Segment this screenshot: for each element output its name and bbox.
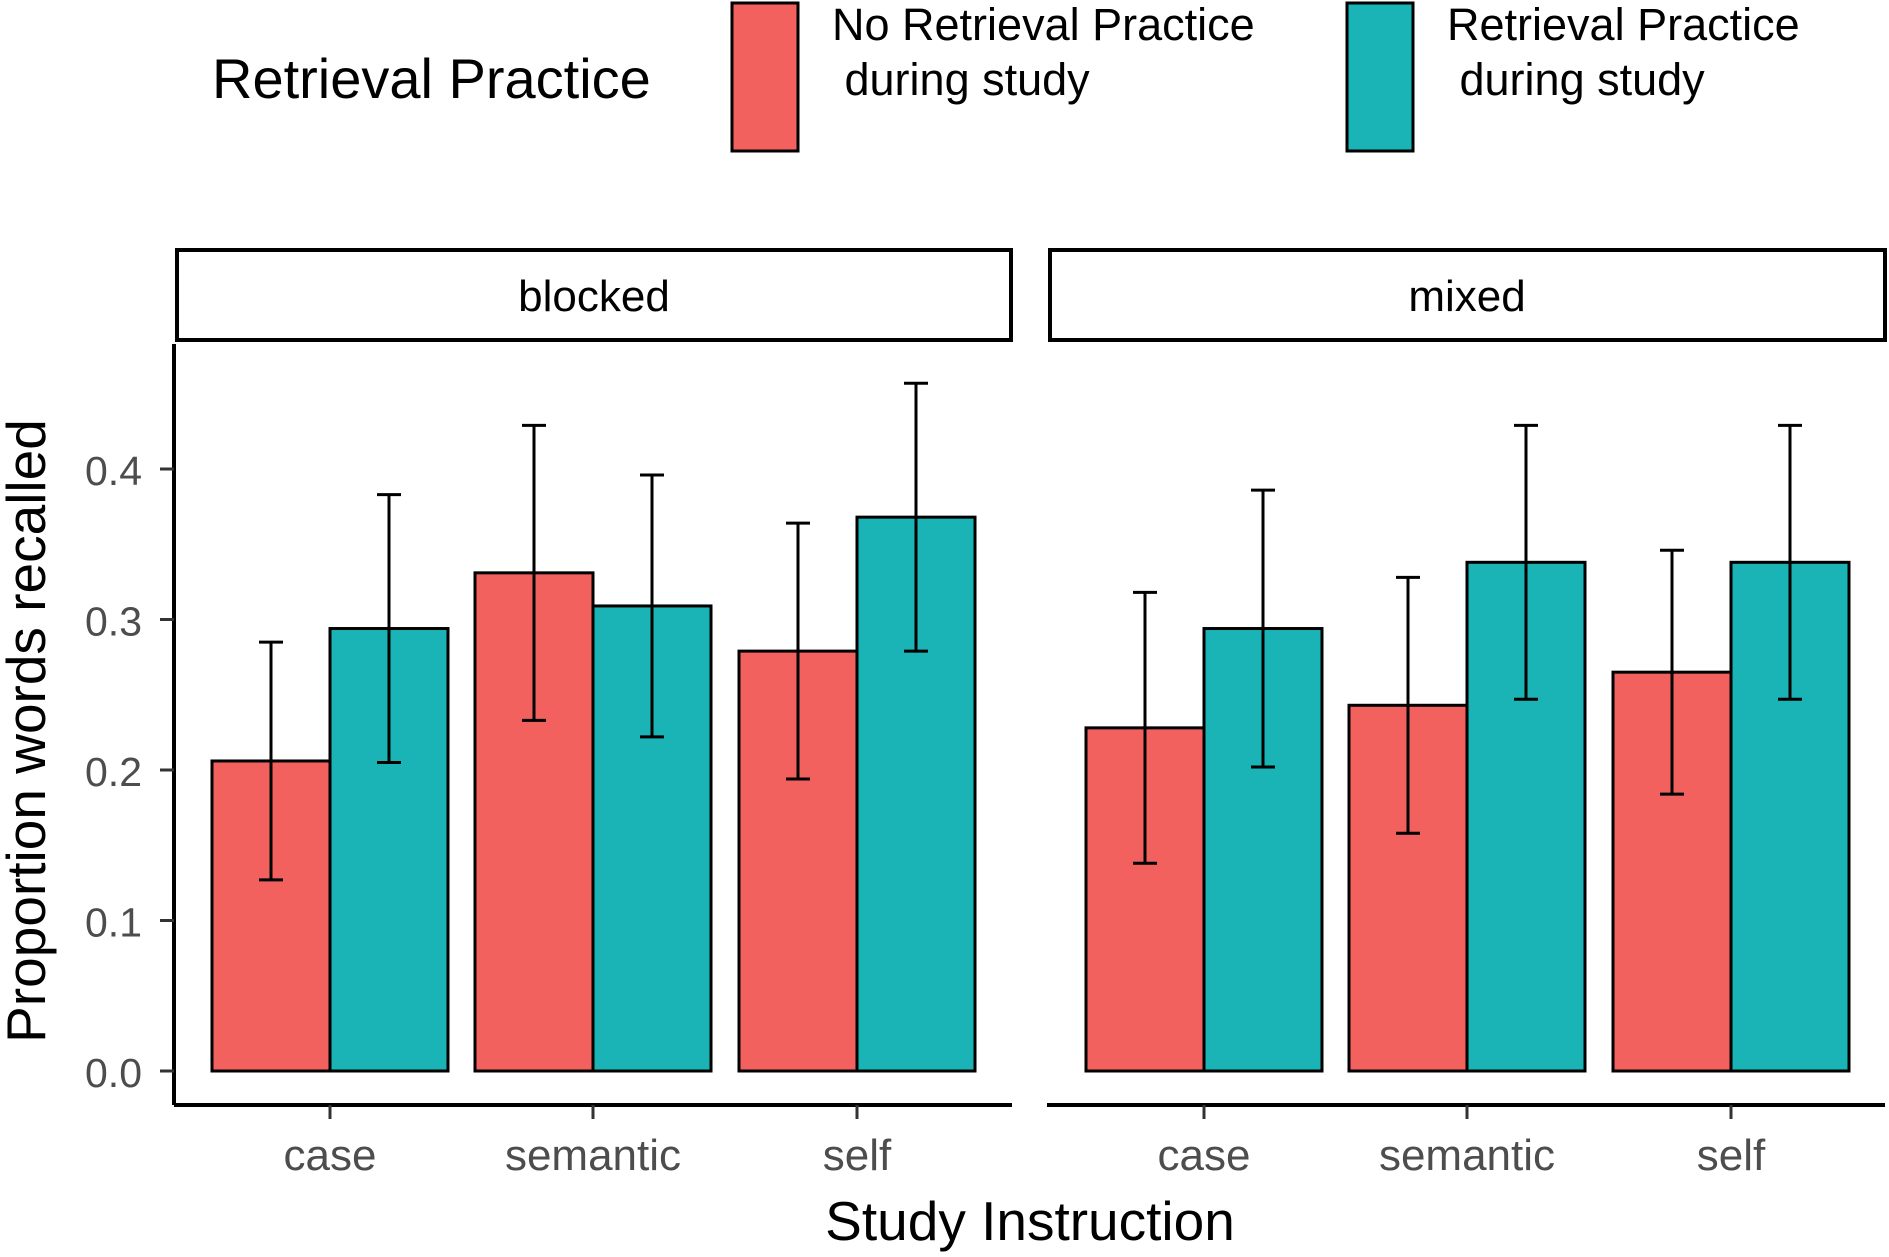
y-ticks: 0.0 0.1 0.2 0.3 0.4 [85,448,174,1096]
error-bar [259,640,283,882]
legend-title: Retrieval Practice [212,47,651,110]
legend-swatch-no-retrieval [730,1,800,153]
y-axis: 0.0 0.1 0.2 0.3 0.4 Proportion words recalle… [0,344,176,1105]
y-tick-label: 0.1 [85,900,142,946]
error-bar [640,473,664,739]
error-bar [786,521,810,781]
facet-strip-blocked: blocked [175,248,1013,342]
facet-strip-mixed: mixed [1048,248,1887,342]
error-bars [259,381,1802,882]
bars [210,515,1851,1073]
legend: Retrieval Practice No Retrieval Practice… [212,0,1800,153]
legend-label-retrieval-line2: during study [1447,54,1705,105]
x-tick-label: case [1158,1131,1251,1180]
x-ticks: case semantic self case semantic self [284,1105,1766,1180]
legend-label-no-retrieval-line1: No Retrieval Practice [832,0,1255,50]
y-tick-label: 0.2 [85,749,142,795]
x-tick-label: semantic [505,1131,681,1180]
y-tick-label: 0.4 [85,448,142,494]
y-tick-label: 0.3 [85,599,142,645]
y-axis-label: Proportion words recalled [0,419,57,1043]
x-tick-label: self [1697,1131,1766,1180]
x-axis-label: Study Instruction [825,1190,1235,1252]
x-tick-label: self [823,1131,892,1180]
error-bar [377,493,401,764]
legend-swatch-retrieval [1345,1,1415,153]
error-bar [904,381,928,653]
x-tick-label: semantic [1379,1131,1555,1180]
error-bar [1133,590,1157,865]
facet-strip-box-mixed [1048,248,1887,342]
error-bar [1396,575,1420,835]
facet-label-mixed: mixed [1408,272,1525,321]
error-bar [522,423,546,722]
error-bar [1660,548,1684,796]
legend-label-no-retrieval-line2: during study [832,54,1090,105]
error-bar [1251,488,1275,769]
facet-label-blocked: blocked [518,272,670,321]
y-tick-label: 0.0 [85,1050,142,1096]
x-tick-label: case [284,1131,377,1180]
x-axis: case semantic self case semantic self Study I… [174,1103,1885,1252]
facet-strip-box-blocked [175,248,1013,342]
error-bar [1778,423,1802,701]
legend-label-retrieval-line1: Retrieval Practice [1447,0,1800,50]
error-bar [1514,423,1538,701]
